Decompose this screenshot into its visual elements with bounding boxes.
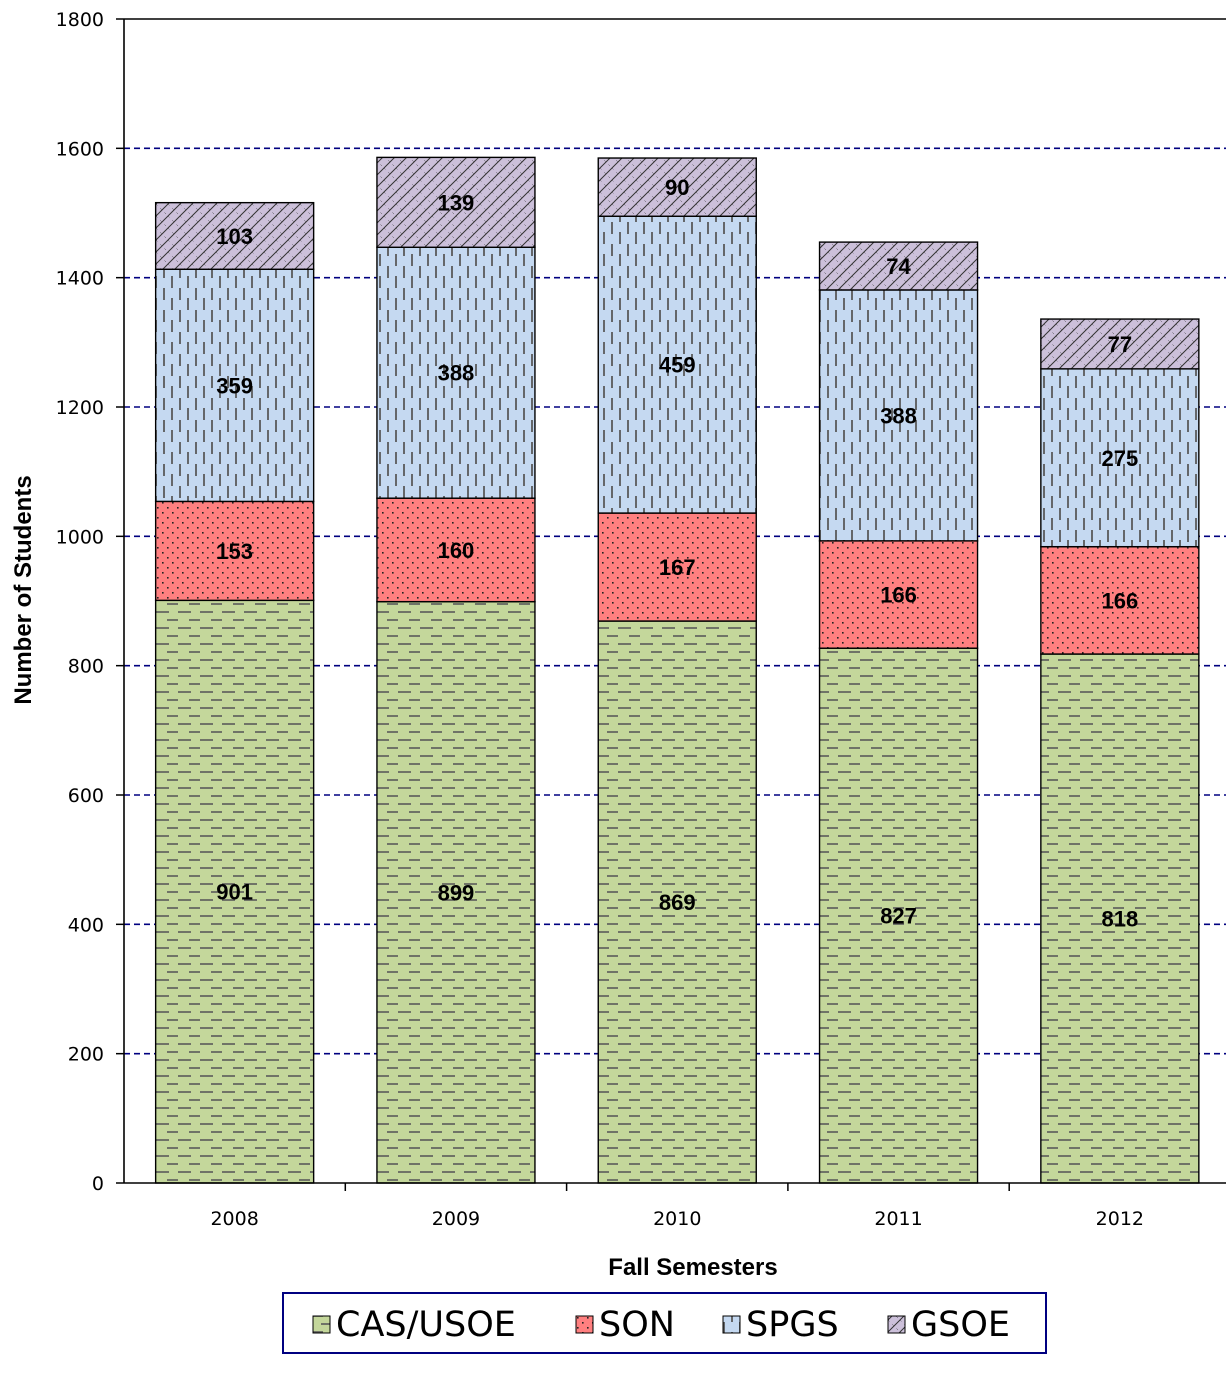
- data-label: 388: [438, 361, 475, 386]
- y-tick-label: 1800: [56, 9, 104, 31]
- data-label: 459: [659, 353, 696, 378]
- bar-segment-cas-usoe-2012: [1040, 653, 1200, 1184]
- data-label: 827: [880, 904, 917, 929]
- data-label: 869: [659, 890, 696, 915]
- y-tick-label: 400: [68, 914, 104, 936]
- x-tick-label: 2012: [1096, 1208, 1144, 1230]
- bar-segment-son-2011: [818, 540, 979, 649]
- bar-segment-spgs-2008: [154, 268, 315, 503]
- bars: [154, 156, 1200, 1184]
- bar-segment-cas-usoe-2011: [818, 647, 979, 1184]
- y-tick-label: 1400: [56, 268, 104, 290]
- legend-label: CAS/USOE: [336, 1305, 516, 1345]
- data-label: 166: [880, 583, 917, 608]
- data-label: 77: [1108, 332, 1132, 357]
- legend-swatch-gsoe: [887, 1315, 906, 1334]
- bar-segment-spgs-2011: [818, 289, 979, 542]
- x-tick-label: 2008: [210, 1208, 258, 1230]
- legend-box: [282, 1292, 1047, 1354]
- data-label: 103: [216, 224, 253, 249]
- bar-segment-son-2010: [597, 512, 757, 622]
- data-labels: 901 153 359 103 899 160 388 139 869 167 459 90 827 16…: [216, 175, 1138, 931]
- bar-segment-son-2009: [376, 497, 536, 603]
- data-label: 275: [1101, 446, 1138, 471]
- bar-segment-gsoe-2008: [154, 201, 315, 270]
- data-label: 74: [886, 254, 911, 279]
- data-label: 153: [216, 539, 253, 564]
- bar-segment-cas-usoe-2008: [154, 599, 315, 1184]
- data-label: 899: [438, 880, 475, 905]
- data-label: 160: [438, 538, 475, 563]
- y-tick-label: 0: [92, 1173, 104, 1195]
- bar-segment-gsoe-2011: [818, 241, 979, 291]
- y-tick-label: 600: [68, 785, 104, 807]
- legend: CAS/USOE SON SPGS GSOE: [282, 1292, 1047, 1354]
- data-label: 388: [880, 403, 917, 428]
- data-label: 139: [438, 190, 475, 215]
- x-axis-title: Fall Semesters: [608, 1254, 777, 1281]
- legend-label: SPGS: [746, 1305, 839, 1345]
- data-label: 901: [216, 880, 253, 905]
- x-tick-label: 2010: [653, 1208, 701, 1230]
- x-tick-label: 2009: [432, 1208, 480, 1230]
- y-tick-label: 1200: [56, 397, 104, 419]
- bar-segment-gsoe-2009: [376, 156, 536, 248]
- bar-segment-spgs-2012: [1040, 368, 1200, 548]
- bar-segment-son-2008: [154, 500, 315, 602]
- y-tick-label: 1000: [56, 526, 104, 548]
- legend-swatch-son: [575, 1315, 594, 1334]
- y-axis-title: Number of Students: [10, 475, 37, 704]
- x-tick-label: 2011: [874, 1208, 922, 1230]
- legend-label: GSOE: [911, 1305, 1010, 1345]
- axes: 0 200 400 600 800 1000 1200 1400 1600 1800 2008 200…: [10, 9, 1226, 1281]
- data-label: 166: [1101, 588, 1138, 613]
- y-tick-label: 200: [68, 1044, 104, 1066]
- data-label: 90: [665, 175, 689, 200]
- bar-segment-gsoe-2010: [597, 157, 757, 217]
- y-tick-label: 800: [68, 656, 104, 678]
- bar-segment-cas-usoe-2009: [376, 600, 536, 1184]
- legend-swatch-cas-usoe: [312, 1315, 331, 1334]
- y-tick-label: 1600: [56, 138, 104, 160]
- bar-segment-spgs-2010: [597, 215, 757, 514]
- data-label: 818: [1101, 907, 1138, 932]
- legend-label: SON: [599, 1305, 675, 1345]
- data-label: 167: [659, 555, 696, 580]
- bar-segment-spgs-2009: [376, 246, 536, 499]
- data-label: 359: [216, 373, 253, 398]
- bar-segment-son-2012: [1040, 545, 1200, 655]
- bar-segment-gsoe-2012: [1040, 318, 1200, 370]
- legend-swatch-spgs: [722, 1315, 741, 1334]
